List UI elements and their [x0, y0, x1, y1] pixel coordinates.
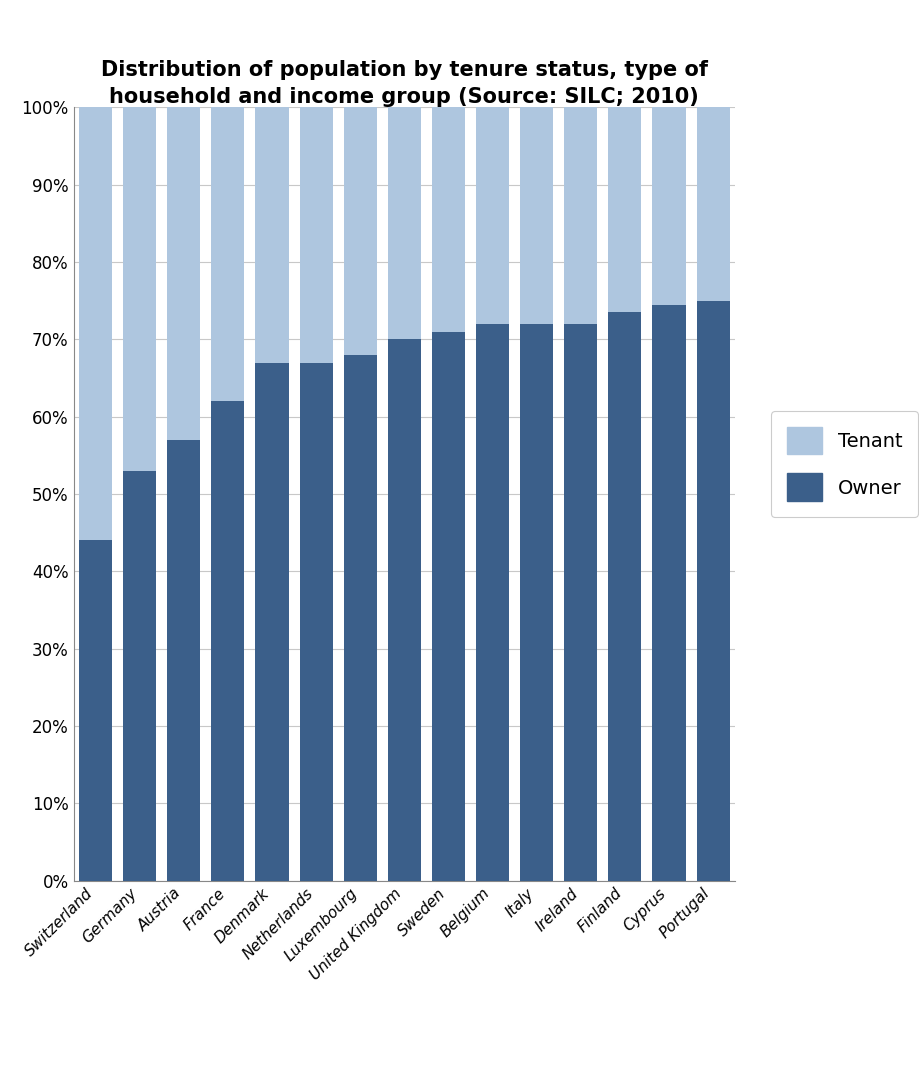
Bar [211, 402, 244, 881]
Bar [255, 107, 289, 363]
Bar [520, 324, 553, 881]
Bar [167, 440, 200, 881]
Bar [300, 107, 333, 363]
Bar [123, 107, 156, 470]
Bar [344, 107, 377, 354]
Bar [476, 324, 509, 881]
Bar [123, 470, 156, 881]
Bar [79, 540, 112, 881]
Bar [79, 107, 112, 540]
Bar [520, 107, 553, 324]
Bar [652, 107, 686, 305]
Bar [697, 301, 730, 881]
Bar [388, 107, 421, 339]
Bar [432, 107, 465, 332]
Bar [476, 107, 509, 324]
Bar [300, 363, 333, 881]
Bar [388, 339, 421, 881]
Bar [167, 107, 200, 440]
Bar [608, 107, 641, 313]
Bar [697, 107, 730, 301]
Bar [652, 305, 686, 881]
Bar [564, 107, 597, 324]
Bar [608, 313, 641, 881]
Bar [564, 324, 597, 881]
Text: Distribution of population by tenure status, type of: Distribution of population by tenure sta… [101, 60, 708, 79]
Bar [432, 332, 465, 881]
Bar [344, 354, 377, 881]
Bar [211, 107, 244, 402]
Bar [255, 363, 289, 881]
Text: household and income group (Source: SILC; 2010): household and income group (Source: SILC… [109, 87, 699, 106]
Legend: Tenant, Owner: Tenant, Owner [771, 411, 918, 517]
